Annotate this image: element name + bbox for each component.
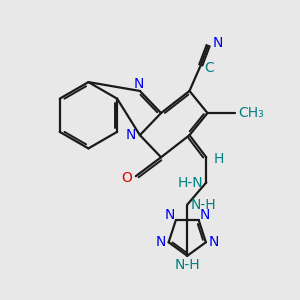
- Text: N-H: N-H: [191, 198, 217, 212]
- Text: N: N: [212, 36, 223, 50]
- Text: N: N: [134, 77, 145, 91]
- Text: N: N: [199, 208, 210, 222]
- Text: C: C: [204, 61, 214, 75]
- Text: N: N: [208, 235, 219, 249]
- Text: O: O: [122, 171, 132, 185]
- Text: N: N: [165, 208, 175, 222]
- Text: CH₃: CH₃: [238, 106, 264, 120]
- Text: N: N: [156, 235, 166, 249]
- Text: N: N: [126, 128, 136, 142]
- Text: H: H: [213, 152, 224, 166]
- Text: H-N: H-N: [178, 176, 204, 190]
- Text: N-H: N-H: [175, 258, 200, 272]
